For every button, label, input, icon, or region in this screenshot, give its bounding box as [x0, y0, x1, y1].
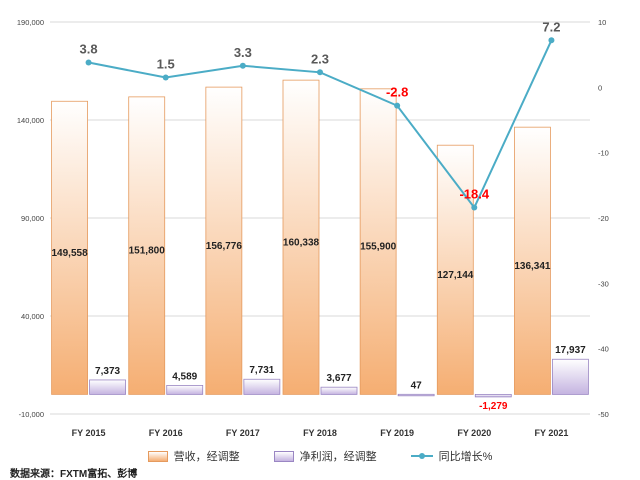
growth-value-label: 3.8 — [80, 42, 98, 57]
legend-label-growth: 同比增长% — [438, 451, 493, 463]
growth-value-label: 2.3 — [311, 51, 329, 66]
source-note: 数据来源：FXTM富拓、彭博 — [10, 469, 138, 480]
revenue-value-label: 149,558 — [51, 248, 88, 259]
net-income-bar — [89, 379, 126, 395]
growth-swatch — [410, 451, 433, 461]
net-income-value-label: 17,937 — [555, 345, 586, 356]
net-income-bar — [397, 393, 435, 397]
legend-item-revenue: 营收，经调整 — [147, 448, 240, 464]
revenue-value-label: 136,341 — [514, 261, 551, 272]
net-income-bar — [166, 385, 204, 395]
revenue-bar — [514, 126, 551, 395]
left-tick-label: 40,000 — [21, 312, 44, 321]
right-axis: -50 -40 -30 -20 -10 0 10 — [598, 18, 609, 419]
net-income-bar — [552, 358, 589, 395]
category-label: FY 2018 — [303, 428, 337, 438]
right-tick-label: 10 — [598, 18, 606, 27]
right-tick-label: -20 — [598, 214, 609, 223]
revenue-value-label: 127,144 — [437, 270, 474, 281]
net-income-value-label: 7,373 — [95, 366, 120, 377]
revenue-value-label: 160,338 — [283, 237, 320, 248]
right-tick-label: -10 — [598, 149, 609, 158]
revenue-value-label: 156,776 — [206, 241, 243, 252]
growth-line — [85, 37, 555, 211]
growth-marker — [548, 37, 555, 44]
legend-item-growth: 同比增长% — [410, 448, 493, 464]
category-label: FY 2019 — [380, 428, 414, 438]
net-income-value-label: 47 — [411, 380, 423, 391]
revenue-bar — [128, 96, 166, 395]
left-tick-label: 140,000 — [17, 116, 44, 125]
growth-value-label: 1.5 — [157, 57, 175, 72]
right-tick-label: -40 — [598, 345, 609, 354]
revenue-value-label: 155,900 — [360, 242, 397, 253]
left-tick-label: 90,000 — [21, 214, 44, 223]
growth-marker — [162, 74, 169, 81]
growth-value-label: -2.8 — [386, 85, 408, 100]
data-labels: 149,558 7,373 151,800 4,589 156,776 7,731 160,… — [51, 19, 586, 412]
net-income-bar — [474, 393, 512, 398]
growth-value-label: -18.4 — [459, 187, 489, 202]
right-tick-label: -30 — [598, 279, 609, 288]
revenue-bar — [359, 88, 397, 395]
revenue-value-label: 151,800 — [129, 246, 166, 257]
growth-marker — [85, 59, 92, 66]
revenue-bar — [51, 100, 88, 395]
category-label: FY 2015 — [72, 428, 106, 438]
revenue-bar — [205, 86, 243, 395]
net-income-bar — [243, 378, 281, 395]
net-income-value-label: 7,731 — [249, 365, 274, 376]
growth-value-label: 7.2 — [542, 19, 560, 34]
net-income-value-label: -1,279 — [479, 401, 508, 412]
growth-marker — [239, 62, 246, 69]
legend-label-revenue: 营收，经调整 — [173, 451, 240, 463]
left-axis: -10,000 40,000 90,000 140,000 190,000 — [17, 18, 44, 419]
revenue-bars — [51, 79, 551, 395]
net-income-value-label: 4,589 — [172, 371, 197, 382]
growth-marker — [471, 204, 478, 211]
net-income-swatch — [273, 450, 294, 462]
growth-marker — [317, 69, 323, 76]
legend: 营收，经调整 净利润，经调整 同比增长% — [0, 448, 640, 464]
growth-marker — [394, 102, 401, 109]
category-label: FY 2021 — [534, 428, 568, 438]
category-label: FY 2020 — [457, 428, 491, 438]
revenue-bar — [282, 79, 320, 395]
category-label: FY 2016 — [149, 428, 183, 438]
category-label: FY 2017 — [226, 428, 260, 438]
left-tick-label: -10,000 — [19, 410, 44, 419]
net-income-value-label: 3,677 — [326, 373, 351, 384]
net-income-bar — [320, 386, 358, 395]
left-tick-label: 190,000 — [17, 18, 44, 27]
net-income-bars — [89, 358, 589, 398]
legend-item-net-income: 净利润，经调整 — [273, 448, 377, 464]
category-axis: FY 2015 FY 2016 FY 2017 FY 2018 FY 2019 FY 20… — [72, 428, 569, 438]
right-tick-label: 0 — [598, 83, 602, 92]
growth-value-label: 3.3 — [234, 45, 252, 60]
revenue-swatch — [147, 450, 168, 462]
right-tick-label: -50 — [598, 410, 609, 419]
legend-label-net-income: 净利润，经调整 — [299, 451, 377, 463]
revenue-bar — [436, 144, 474, 395]
